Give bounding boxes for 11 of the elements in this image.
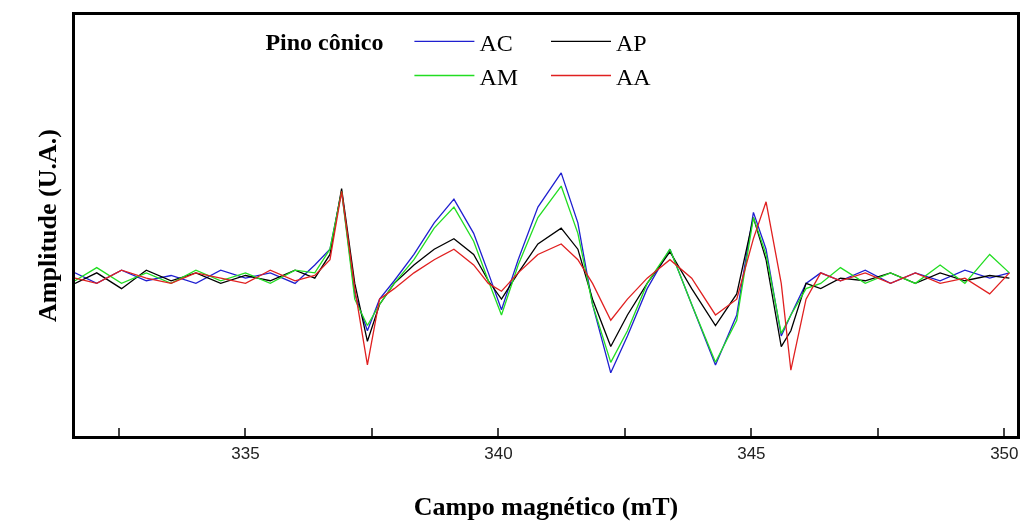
legend-label: AP [616, 29, 647, 56]
legend-label: AC [479, 29, 513, 56]
x-tick-label: 340 [484, 444, 513, 464]
legend-label: AA [616, 63, 652, 90]
legend-label: AM [479, 63, 519, 90]
legend-title: Pino cônico [265, 29, 384, 56]
y-axis-title: Amplitude (U.A.) [33, 129, 63, 322]
x-tick-label: 335 [231, 444, 260, 464]
x-axis-title: Campo magnético (mT) [413, 492, 679, 522]
x-tick-label: 345 [737, 444, 766, 464]
x-tick-label: 350 [990, 444, 1019, 464]
